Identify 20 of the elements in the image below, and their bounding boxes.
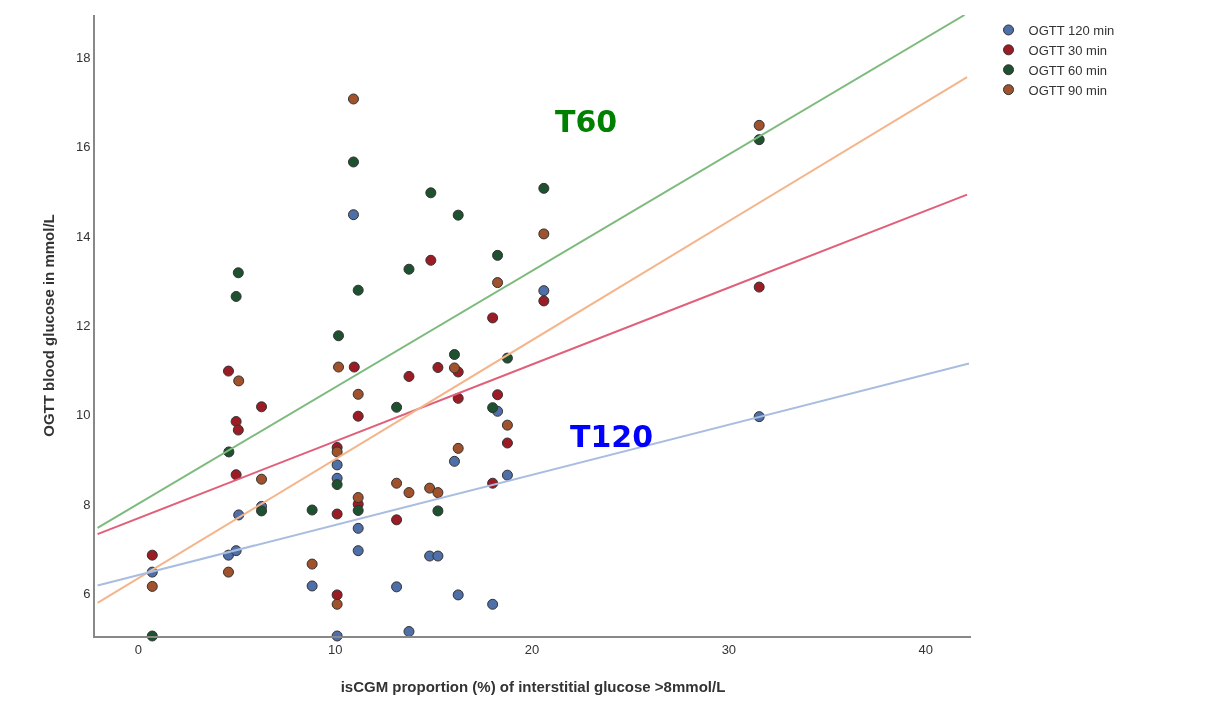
legend-label: OGTT 90 min [1028,82,1108,98]
y-tick-label: 18 [75,49,91,65]
annotation: T60 [555,104,618,139]
x-tick-label: 40 [918,641,933,657]
y-axis-title: OGTT blood glucose in mmol/L [40,214,57,437]
x-axis-title: isCGM proportion (%) of interstitial glucose >8mmol/L [340,678,726,695]
y-tick-label: 8 [83,496,91,512]
y-tick-label: 14 [75,228,91,244]
y-tick-label: 12 [75,318,91,334]
legend-label: OGTT 30 min [1028,42,1108,58]
annotation: T120 [570,419,654,454]
x-tick-label: 0 [134,641,142,657]
legend-label: OGTT 120 min [1028,23,1115,39]
y-tick-label: 10 [75,407,91,423]
x-tick-label: 10 [327,641,343,657]
y-tick-label: 6 [83,586,91,602]
legend-label: OGTT 60 min [1028,62,1108,78]
x-tick-label: 30 [721,641,737,657]
y-tick-label: 16 [75,139,91,155]
x-tick-label: 20 [524,641,540,657]
